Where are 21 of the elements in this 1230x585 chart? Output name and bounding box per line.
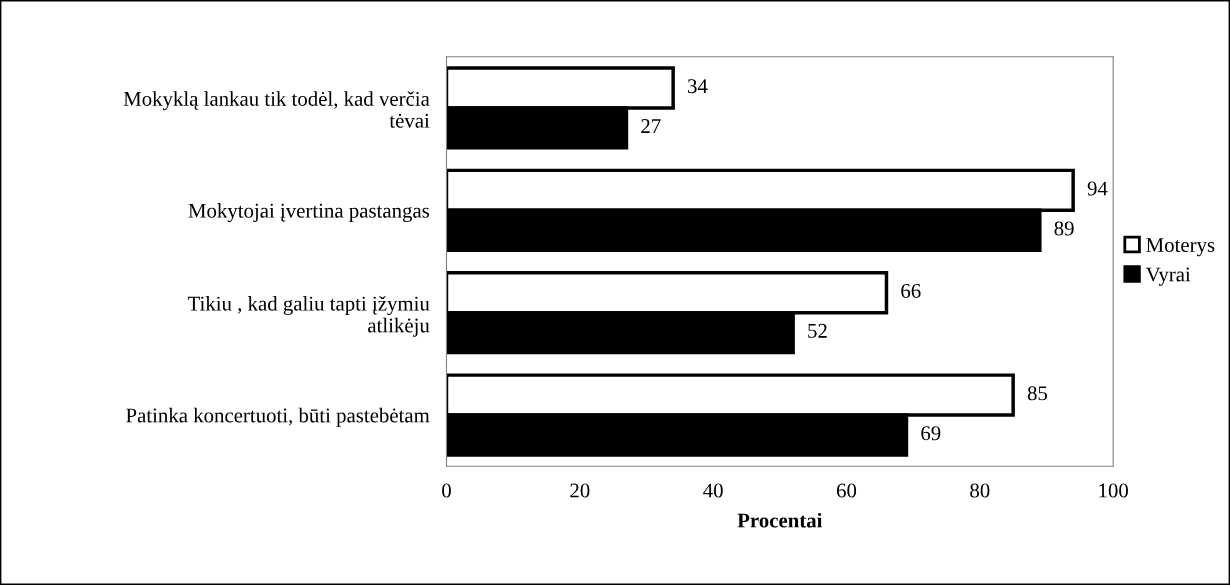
data-label: 94 [1087, 181, 1108, 196]
legend-label: Moterys [1146, 238, 1215, 257]
y-tick-label: Mokytojai įvertina pastangas [188, 203, 430, 223]
data-label: 52 [808, 323, 827, 338]
x-tick-label: 20 [570, 483, 590, 498]
data-label: 27 [641, 119, 661, 133]
x-tick-label: 100 [1099, 483, 1128, 498]
x-tick-label: 80 [970, 483, 990, 498]
data-label: 89 [1054, 221, 1074, 236]
data-label: 69 [921, 426, 941, 441]
y-tick-label: Patinka koncertuoti, būti pastebėtam [126, 407, 430, 427]
data-label: 66 [901, 283, 921, 298]
y-tick-label: Mokyklą lankau tik todėl, kad verčia tėvai [123, 91, 430, 128]
data-label: 34 [688, 79, 708, 94]
data-label: 85 [1027, 386, 1048, 401]
x-tick-label: 0 [442, 483, 451, 498]
x-axis-title: Procentai [737, 512, 823, 528]
y-tick-label: Tikiu , kad galiu tapti įžymiu atlikėju [187, 295, 430, 337]
legend-label: Vyrai [1145, 267, 1191, 286]
x-tick-label: 60 [836, 483, 857, 498]
x-tick-label: 40 [703, 483, 723, 498]
